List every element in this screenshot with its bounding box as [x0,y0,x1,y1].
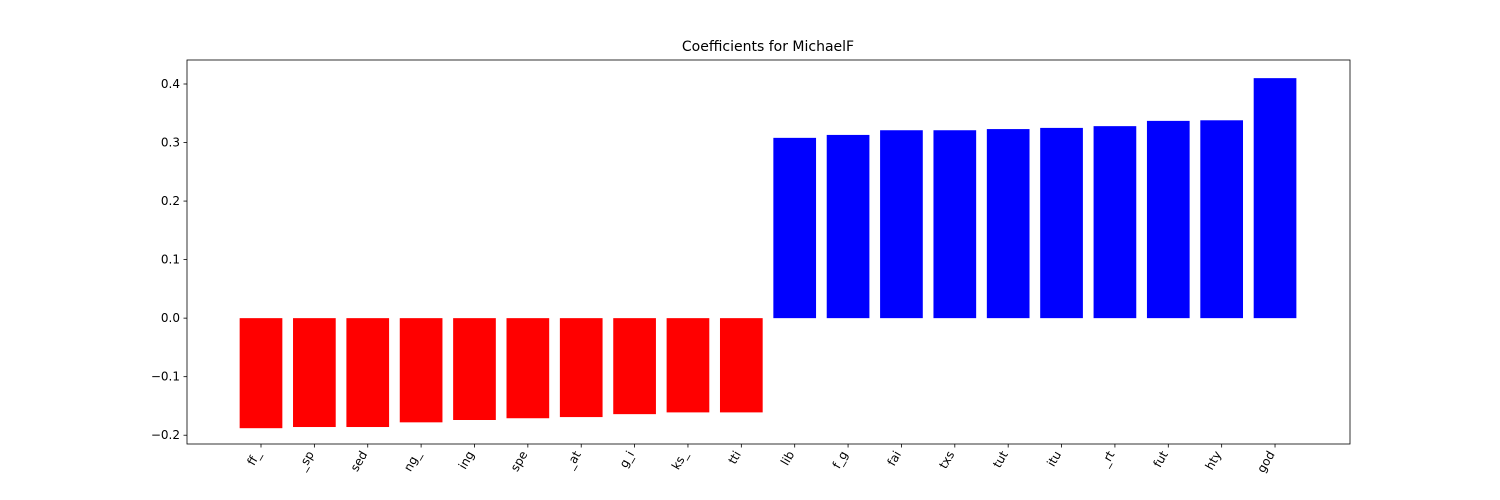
x-tick-label: _at [562,448,584,472]
bar [1093,126,1137,319]
chart-title: Coefficients for MichaelF [682,39,854,55]
bar [773,137,817,319]
bar [719,318,763,413]
bar [613,318,656,415]
x-tick-label: lib [778,449,797,468]
bar [933,130,977,319]
x-tick-label: f_g [830,449,851,471]
x-tick-label: ng_ [401,448,424,474]
x-tick-label: god [1254,449,1277,476]
y-tick-label: 0.4 [161,77,180,91]
bar [453,318,496,420]
x-tick-label: ks_ [669,448,691,472]
bar [826,134,870,319]
bar [346,318,390,428]
bar [986,129,1030,319]
x-tick-label: _rt [1097,448,1118,470]
bar [293,318,336,428]
x-tick-label: _sp [294,449,317,474]
bar [239,318,283,429]
y-tick-label: 0.3 [161,136,180,150]
bar [399,318,443,423]
x-tick-label: tti [725,449,743,467]
x-tick-label: hty [1202,449,1224,473]
bar [1253,78,1297,319]
x-tick-label: spe [508,449,531,474]
x-tick-label: tut [990,448,1011,470]
x-tick-label: sed [348,449,371,474]
y-tick-label: 0.0 [161,311,180,325]
bar [1040,127,1083,319]
x-tick-label: fai [884,449,904,469]
bar [1146,120,1190,319]
plot-frame [186,59,1351,445]
x-tick-label: fut [1150,448,1171,470]
bar [880,130,923,319]
y-tick-label: −0.1 [151,370,180,384]
y-tick-label: −0.2 [151,428,180,442]
x-tick-label: ff_ [244,448,264,468]
bar [666,318,710,413]
x-tick-label: txs [936,449,957,472]
y-tick-label: 0.2 [161,194,180,208]
x-tick-label: g_i [617,449,638,471]
x-tick-label: ing [456,449,477,472]
bar [506,318,550,419]
y-tick-label: 0.1 [161,253,180,267]
x-tick-label: itu [1044,449,1064,470]
bar [1200,120,1244,319]
bar [559,318,603,418]
